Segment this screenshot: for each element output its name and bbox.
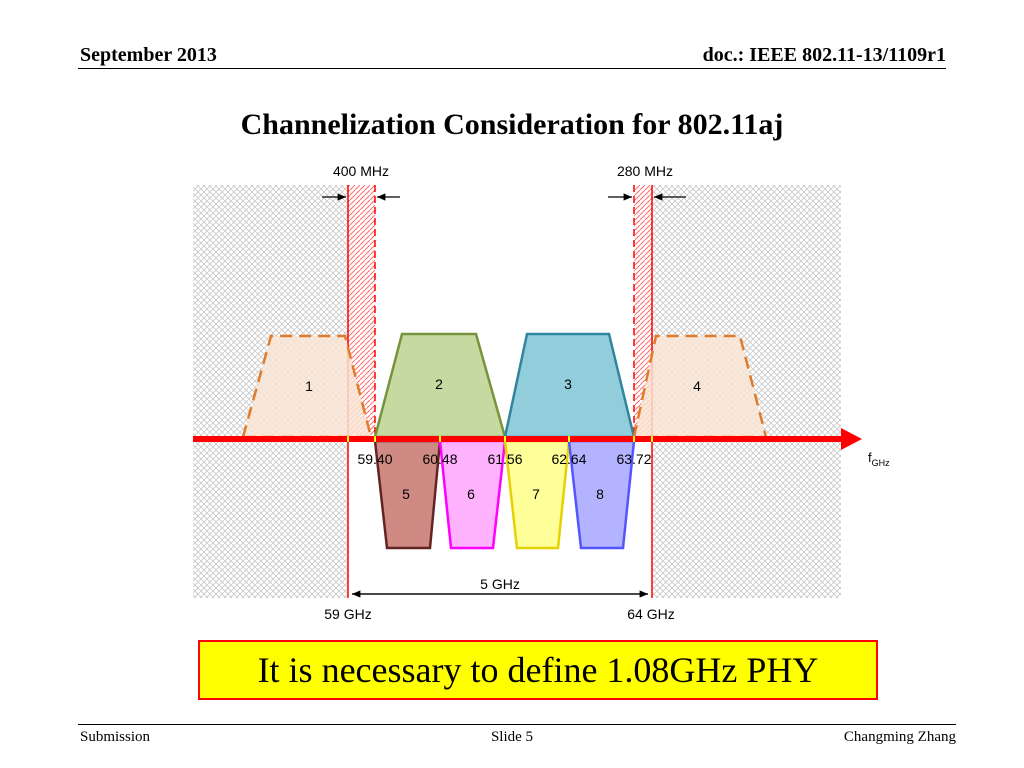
channel-2-label: 2 (435, 376, 443, 392)
header-date: September 2013 (80, 44, 217, 66)
axis-label: fGHz (868, 450, 890, 468)
start-freq-label: 59 GHz (324, 606, 371, 622)
guard-right-label: 280 MHz (617, 163, 673, 179)
channel-4-label: 4 (693, 378, 701, 394)
channel-1-label: 1 (305, 378, 313, 394)
freq-label-60-48: 60.48 (422, 451, 457, 467)
header-rule (78, 68, 946, 69)
frequency-ticks (347, 436, 653, 442)
footer-author: Changming Zhang (843, 729, 956, 745)
channel-8-label: 8 (596, 486, 604, 502)
channel-7-label: 7 (532, 486, 540, 502)
footer-submission: Submission (80, 729, 151, 745)
channel-3-label: 3 (564, 376, 572, 392)
footer-rule (78, 724, 956, 725)
channel-5-label: 5 (402, 486, 410, 502)
header-doc-id: doc.: IEEE 802.11-13/1109r1 (702, 44, 946, 66)
freq-label-62-64: 62.64 (551, 451, 586, 467)
span-label: 5 GHz (480, 576, 520, 592)
channel-6-label: 6 (467, 486, 475, 502)
freq-label-59-40: 59.40 (357, 451, 392, 467)
footer-slide-number: Slide 5 (490, 729, 534, 745)
freq-label-63-72: 63.72 (616, 451, 651, 467)
frequency-axis-arrowhead (841, 428, 862, 450)
callout-box: It is necessary to define 1.08GHz PHY (198, 640, 878, 700)
channel-4-shape (632, 334, 768, 439)
freq-label-61-56: 61.56 (487, 451, 522, 467)
channel-diagram: 400 MHz 280 MHz 1 2 3 4 5 6 7 8 59.40 60… (193, 163, 890, 622)
slide-title: Channelization Consideration for 802.11a… (240, 108, 784, 141)
end-freq-label: 64 GHz (627, 606, 674, 622)
guard-left-label: 400 MHz (333, 163, 389, 179)
